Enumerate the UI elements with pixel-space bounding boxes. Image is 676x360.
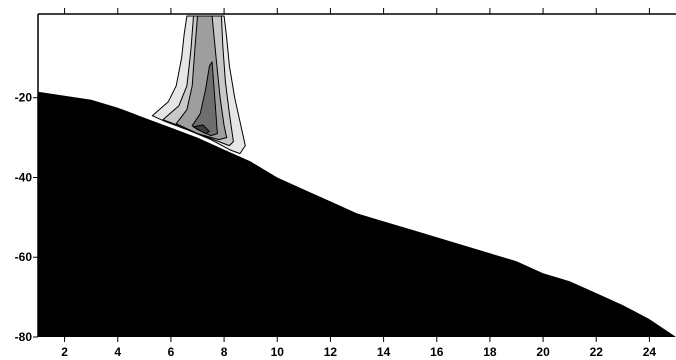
y-tick-label: -60 <box>15 250 33 264</box>
x-tick-label: 12 <box>324 345 338 359</box>
y-axis: -20 -40 -60 -80 <box>15 14 39 344</box>
x-tick-label: 16 <box>430 345 444 359</box>
x-tick-label: 24 <box>643 345 657 359</box>
x-tick-label: 8 <box>221 345 228 359</box>
y-tick-label: -40 <box>15 170 33 184</box>
x-tick-label: 22 <box>590 345 604 359</box>
x-tick-label: 10 <box>271 345 285 359</box>
bottom-profile <box>38 91 676 337</box>
y-tick-label: -80 <box>15 330 33 344</box>
x-tick-label: 4 <box>114 345 121 359</box>
y-tick-label: -20 <box>15 91 33 105</box>
x-tick-label: 14 <box>377 345 391 359</box>
x-tick-label: 18 <box>483 345 497 359</box>
plume-contour-5 <box>193 124 210 135</box>
x-tick-label: 20 <box>536 345 550 359</box>
x-axis: 2 4 6 8 10 12 14 16 18 20 22 24 <box>38 8 676 359</box>
x-tick-label: 2 <box>61 345 68 359</box>
plot-area <box>38 14 676 337</box>
x-tick-label: 6 <box>168 345 175 359</box>
